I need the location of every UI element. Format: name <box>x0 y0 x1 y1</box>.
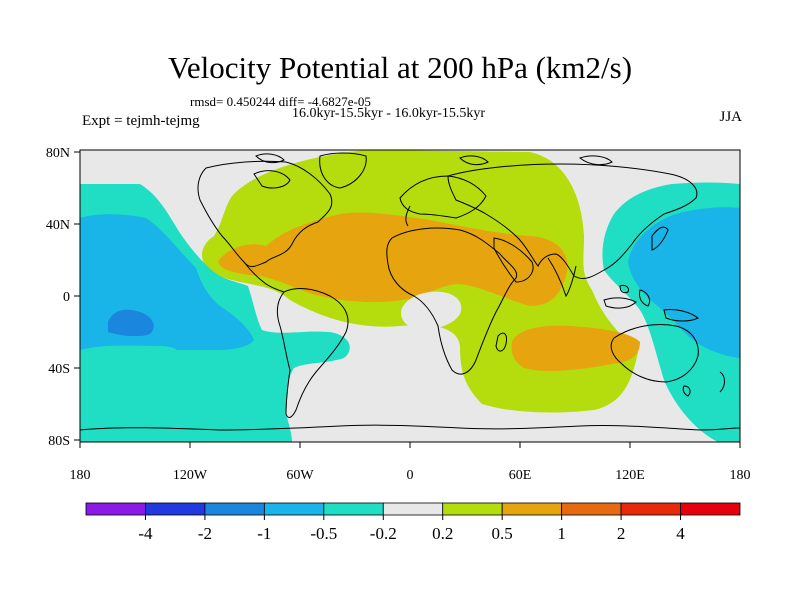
contour-positive-mid-north <box>218 212 568 306</box>
colorbar-label: -1 <box>257 524 271 543</box>
contour-fills <box>80 150 740 442</box>
colorbar-label: 1 <box>557 524 566 543</box>
colorbar-swatch <box>382 502 444 516</box>
experiment-label: Expt = tejmh-tejmg <box>82 113 200 129</box>
contour-negative-mid-south-pacific <box>80 345 178 364</box>
colorbar-swatch <box>263 502 325 516</box>
colorbar-swatch <box>145 502 206 516</box>
longitude-axis: 180 120W 60W 0 60E 120E 180 <box>70 442 751 483</box>
colorbar-swatch <box>680 502 741 516</box>
colorbar-label: -0.5 <box>310 524 337 543</box>
contour-negative-mid-east <box>628 207 740 358</box>
period-subtitle: 16.0kyr-15.5kyr - 16.0kyr-15.5kyr <box>292 106 486 121</box>
colorbar-label: -4 <box>138 524 153 543</box>
colorbar-swatch <box>204 502 265 516</box>
stats-subtitle: rmsd= 0.450244 diff= -4.6827e-05 <box>190 94 371 109</box>
lon-tick-label: 120W <box>173 468 208 483</box>
map-panel: 80N 40N 0 40S 80S 180 120W 60W 0 60E 120E 180 <box>46 146 751 483</box>
contour-negative-high-west <box>108 309 154 337</box>
colorbar-swatch <box>442 502 503 516</box>
lat-tick-label: 80N <box>46 146 70 161</box>
colorbar-label: 2 <box>617 524 626 543</box>
latitude-axis: 80N 40N 0 40S 80S <box>46 146 80 449</box>
colorbar-swatch <box>561 502 622 516</box>
contour-positive-mid-south <box>511 325 640 371</box>
lon-tick-label: 180 <box>730 468 751 483</box>
colorbar: -4 -2 -1 -0.5 -0.2 0.2 0.5 1 2 4 <box>85 502 741 543</box>
coastlines <box>79 152 741 431</box>
colorbar-label: 4 <box>676 524 685 543</box>
colorbar-label: 0.2 <box>432 524 453 543</box>
contour-neutral-hole <box>400 291 462 330</box>
lat-tick-label: 40S <box>48 362 70 377</box>
lon-tick-label: 0 <box>407 468 414 483</box>
colorbar-swatch <box>323 502 384 516</box>
colorbar-label: -2 <box>198 524 212 543</box>
lat-tick-label: 40N <box>46 218 70 233</box>
colorbar-swatch <box>501 502 563 516</box>
lon-tick-label: 180 <box>70 468 91 483</box>
colorbar-label: 0.5 <box>492 524 513 543</box>
season-label: JJA <box>719 109 742 125</box>
lon-tick-label: 60E <box>509 468 532 483</box>
lon-tick-label: 60W <box>286 468 314 483</box>
colorbar-swatch <box>620 502 681 516</box>
lon-tick-label: 120E <box>615 468 645 483</box>
lat-tick-label: 0 <box>63 290 70 305</box>
plot-title: Velocity Potential at 200 hPa (km2/s) <box>167 50 633 85</box>
lat-tick-label: 80S <box>48 434 70 449</box>
colorbar-swatch <box>85 502 146 516</box>
colorbar-label: -0.2 <box>370 524 397 543</box>
